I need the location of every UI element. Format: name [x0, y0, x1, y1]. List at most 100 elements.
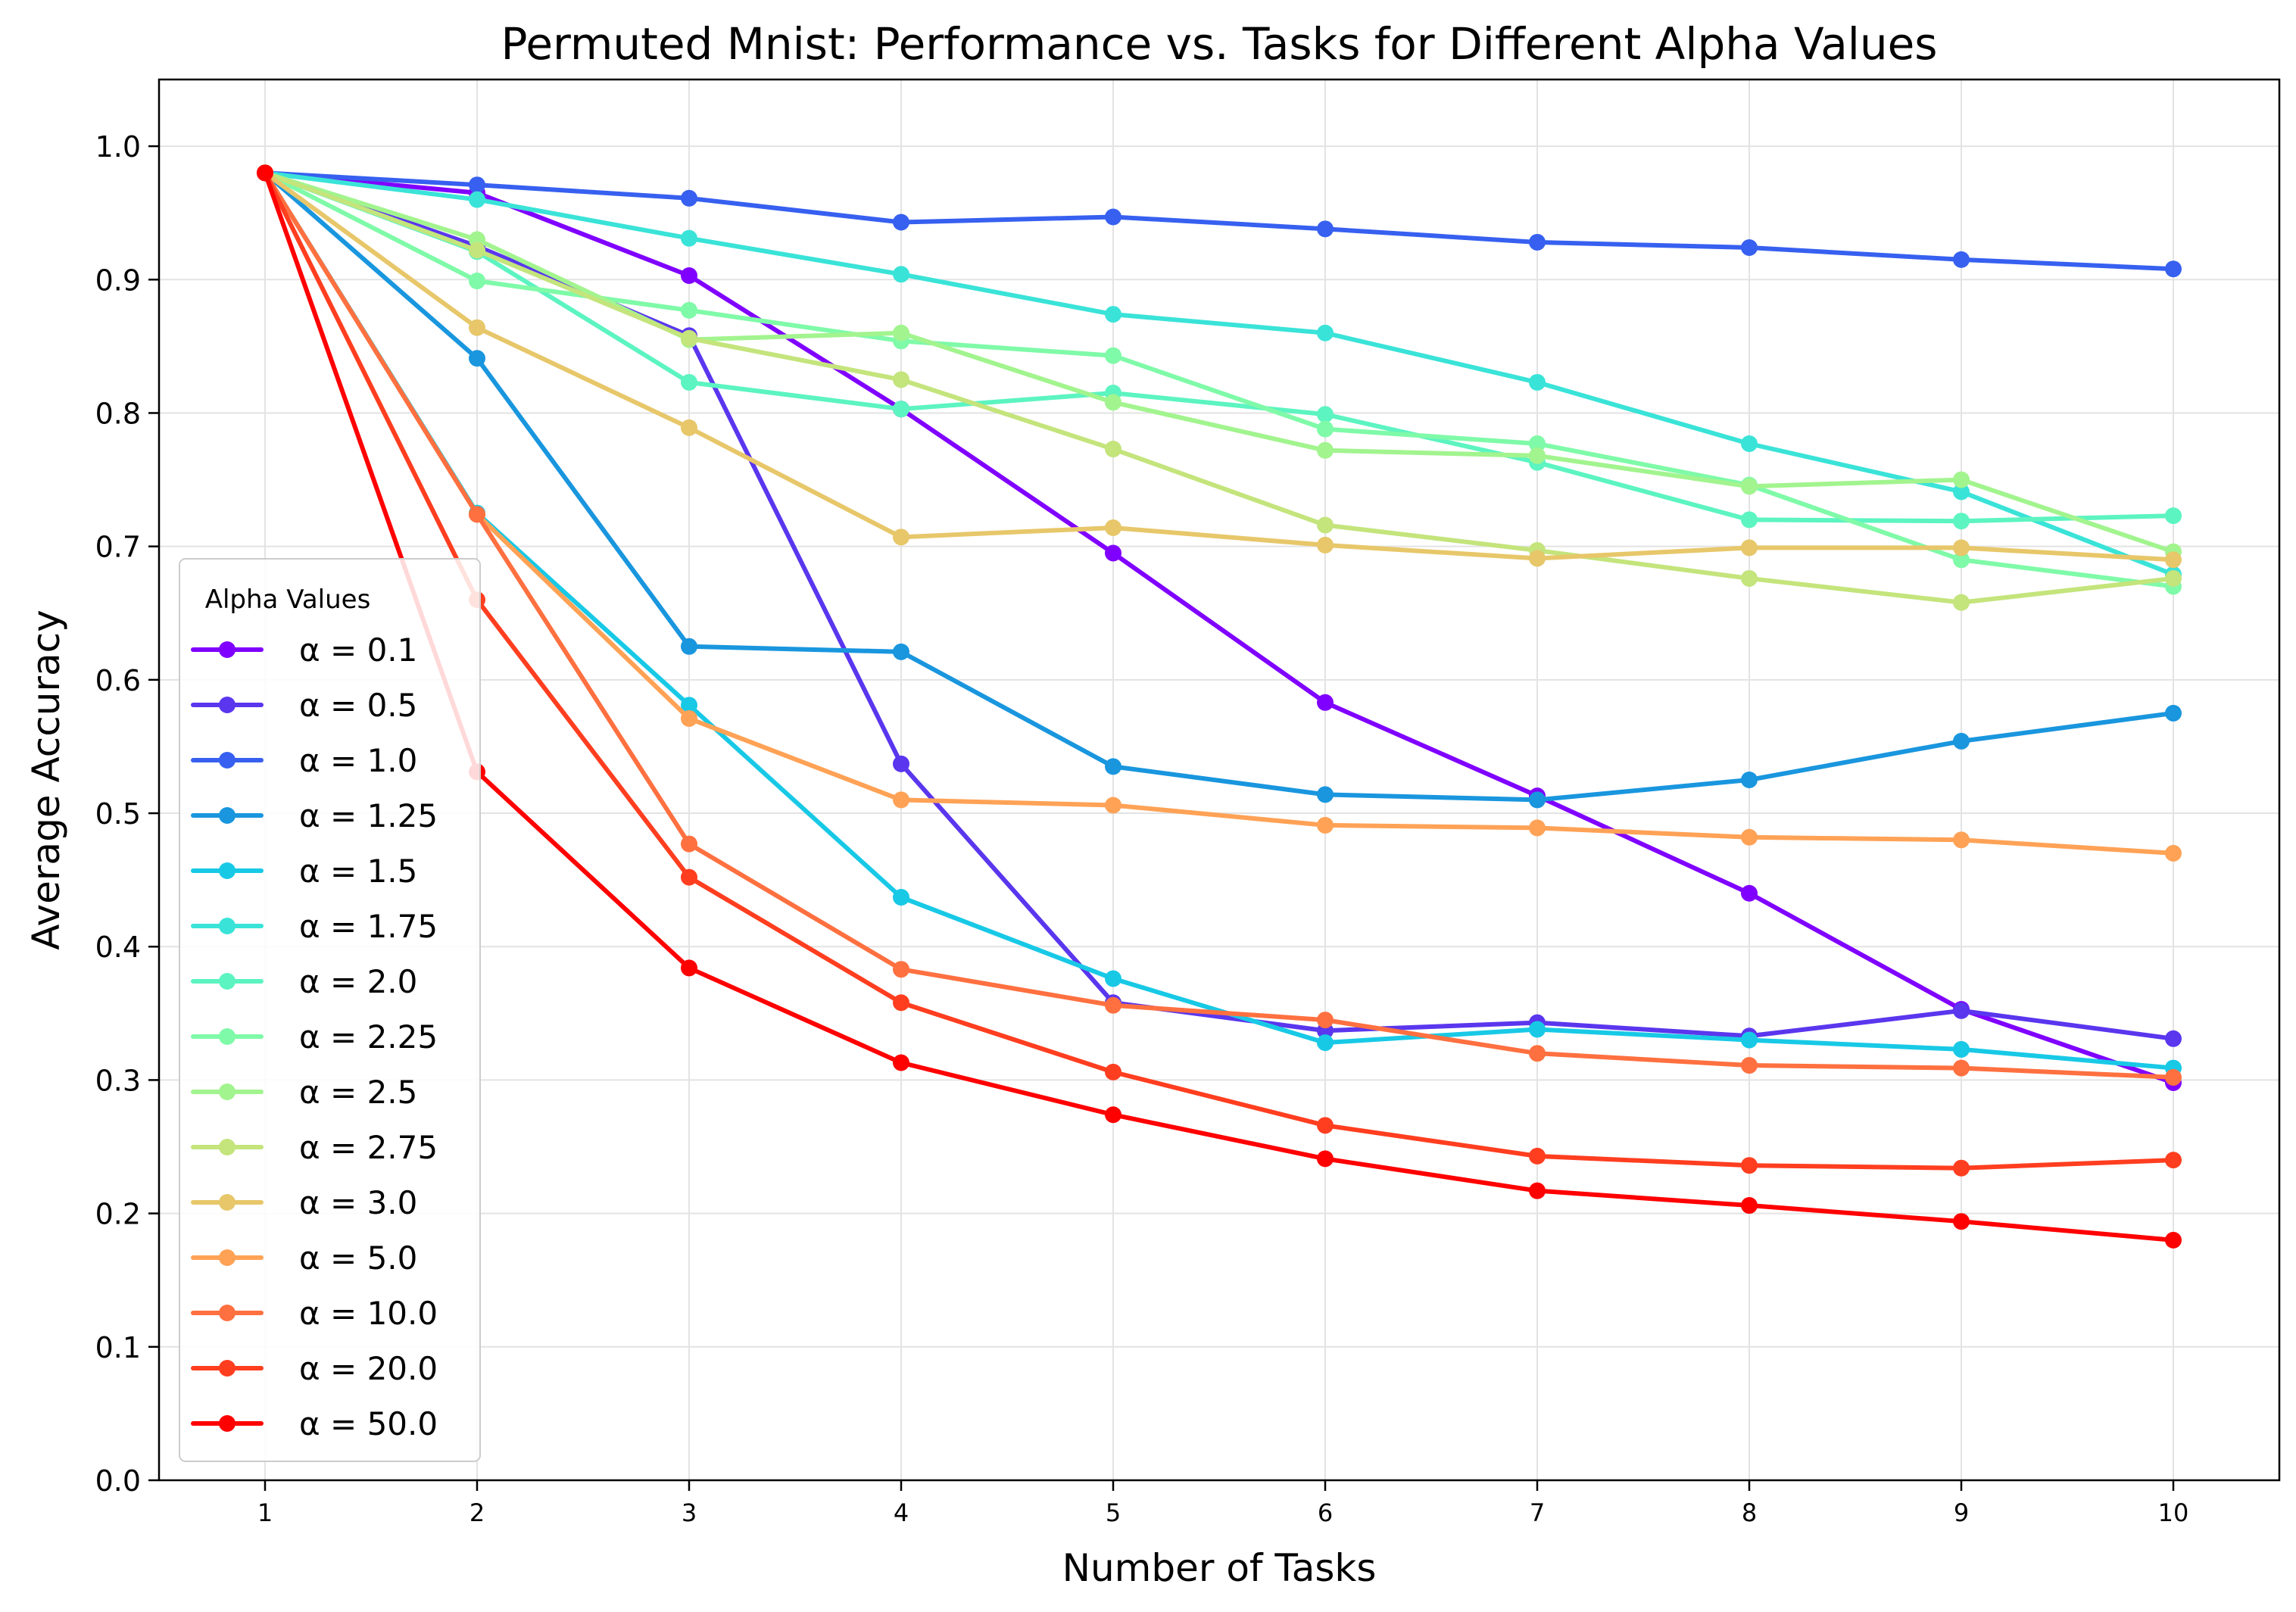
data-point [1529, 819, 1546, 837]
series-14 [257, 164, 2182, 1249]
data-point [1953, 831, 1970, 849]
axis-ticks: 1 2 3 4 5 6 7 8 9 10 0.0 0.1 0.2 0.3 0.4 0.5 0.6 0.7 0.8 0.… [95, 130, 2189, 1527]
y-tick-label: 0.3 [95, 1064, 141, 1097]
data-point [469, 176, 485, 194]
data-point [1529, 447, 1546, 464]
data-point [893, 791, 909, 809]
data-point [1741, 1057, 1758, 1074]
data-point [1529, 373, 1546, 391]
data-point [1105, 996, 1121, 1014]
legend-swatch-marker [219, 1415, 236, 1432]
data-point [681, 301, 697, 319]
data-point [2165, 704, 2182, 722]
series-line [263, 170, 2176, 856]
data-point [893, 324, 909, 341]
data-point [1105, 441, 1121, 458]
legend-label: α = 50.0 [299, 1405, 438, 1442]
legend-entry: α = 2.5 [191, 1074, 417, 1111]
legend-label: α = 0.5 [299, 687, 417, 724]
data-point [893, 371, 909, 388]
legend-swatch-marker [219, 1028, 236, 1045]
legend-label: α = 20.0 [299, 1350, 438, 1387]
legend-entry: α = 1.25 [191, 797, 438, 834]
y-axis-label: Average Accuracy [24, 610, 68, 950]
x-tick-label: 3 [682, 1498, 697, 1527]
data-point [1317, 1012, 1334, 1029]
legend-swatch-marker [219, 1084, 236, 1100]
legend-label: α = 2.5 [299, 1074, 417, 1111]
data-point [1953, 732, 1970, 750]
data-point [681, 229, 697, 247]
data-point [1953, 1213, 1970, 1230]
y-tick-label: 0.9 [95, 263, 141, 297]
y-tick-label: 0.0 [95, 1464, 141, 1498]
data-point [681, 329, 697, 347]
data-point [1105, 394, 1121, 411]
data-point [893, 889, 909, 906]
x-tick-label: 1 [257, 1498, 273, 1527]
data-point [1953, 551, 1970, 569]
y-tick-label: 1.0 [95, 130, 141, 164]
data-point [1105, 347, 1121, 364]
y-tick-label: 0.7 [95, 531, 141, 564]
data-point [1741, 539, 1758, 557]
series-9 [257, 164, 2182, 611]
x-tick-label: 2 [469, 1498, 485, 1527]
data-point [1529, 550, 1546, 567]
data-point [893, 643, 909, 660]
data-point [1105, 306, 1121, 323]
series-3 [257, 164, 2182, 809]
series-line [263, 170, 2176, 1080]
data-point [1741, 884, 1758, 902]
data-point [1317, 1150, 1334, 1168]
legend-entry: α = 20.0 [191, 1350, 438, 1387]
legend-entry: α = 2.75 [191, 1129, 438, 1166]
data-point [681, 959, 697, 977]
data-point [1105, 519, 1121, 536]
x-axis-label: Number of Tasks [1062, 1546, 1377, 1590]
legend-entry: α = 0.1 [191, 631, 417, 669]
data-point [1317, 441, 1334, 459]
data-point [1317, 420, 1334, 438]
legend-entry: α = 0.5 [191, 687, 417, 724]
legend-label: α = 2.75 [299, 1129, 438, 1166]
legend-entries: α = 0.1 α = 0.5 α = 1.0 α = 1.25 α = 1.5 α = … [191, 631, 438, 1442]
data-point [1741, 828, 1758, 846]
legend-entry: α = 10.0 [191, 1295, 438, 1332]
legend-entry: α = 2.25 [191, 1018, 438, 1055]
data-point [1317, 536, 1334, 553]
legend-swatch-marker [219, 1139, 236, 1155]
data-point [1105, 208, 1121, 226]
data-point [681, 189, 697, 207]
data-point [469, 506, 485, 523]
data-point [469, 242, 485, 259]
x-tick-label: 4 [894, 1498, 909, 1527]
legend-swatch-marker [219, 1194, 236, 1211]
data-point [1317, 1034, 1334, 1052]
series-5 [257, 164, 2182, 583]
data-point [893, 401, 909, 418]
data-point [2165, 551, 2182, 569]
data-point [1741, 772, 1758, 788]
series-line [263, 170, 2176, 554]
data-point [681, 419, 697, 436]
data-point [1317, 324, 1334, 341]
legend-entry: α = 1.75 [191, 908, 438, 945]
data-point [1741, 435, 1758, 452]
data-point [1317, 816, 1334, 834]
legend-label: α = 0.1 [299, 631, 417, 669]
legend-label: α = 2.25 [299, 1018, 438, 1055]
series-line [263, 170, 2176, 803]
legend-swatch-marker [219, 1360, 236, 1377]
legend-title: Alpha Values [205, 585, 371, 615]
x-tick-label: 8 [1742, 1498, 1757, 1527]
data-point [681, 267, 697, 284]
legend-swatch-marker [219, 1249, 236, 1266]
legend-label: α = 10.0 [299, 1295, 438, 1332]
data-point [2165, 260, 2182, 278]
series-10 [257, 164, 2182, 569]
data-point [1317, 786, 1334, 803]
data-point [1105, 1106, 1121, 1124]
legend-box [179, 558, 481, 1462]
